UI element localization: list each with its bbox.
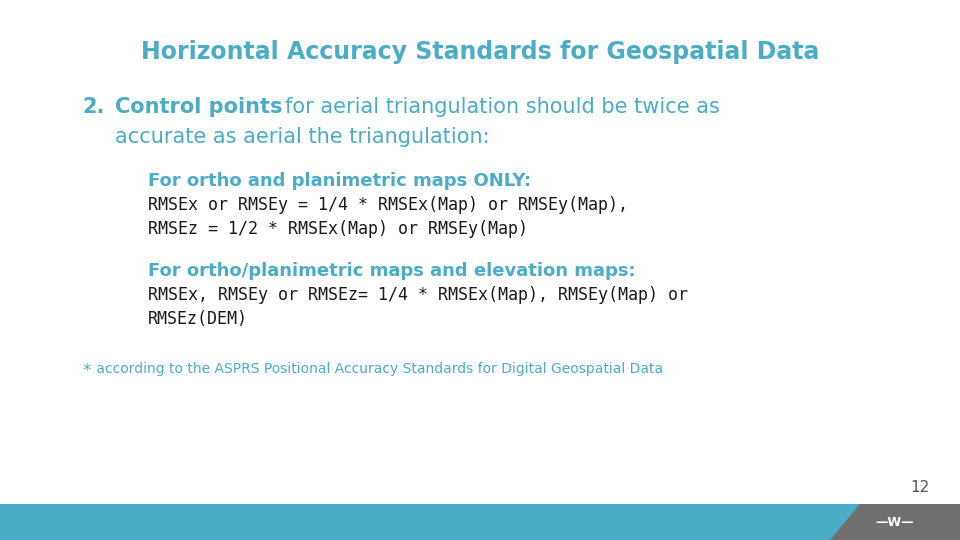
Polygon shape: [830, 504, 860, 540]
Text: *: *: [82, 362, 90, 380]
Text: RMSEx or RMSEy = 1/4 * RMSEx(Map) or RMSEy(Map),: RMSEx or RMSEy = 1/4 * RMSEx(Map) or RMS…: [148, 196, 628, 214]
Text: Control points: Control points: [115, 97, 282, 117]
Text: RMSEx, RMSEy or RMSEz= 1/4 * RMSEx(Map), RMSEy(Map) or: RMSEx, RMSEy or RMSEz= 1/4 * RMSEx(Map),…: [148, 286, 688, 304]
Text: for aerial triangulation should be twice as: for aerial triangulation should be twice…: [285, 97, 720, 117]
Text: accurate as aerial the triangulation:: accurate as aerial the triangulation:: [115, 127, 490, 147]
Bar: [0, 504, 960, 540]
Text: 2.: 2.: [82, 97, 105, 117]
Text: For ortho/planimetric maps and elevation maps:: For ortho/planimetric maps and elevation…: [148, 262, 636, 280]
Text: RMSEz(DEM): RMSEz(DEM): [148, 310, 248, 328]
Text: Horizontal Accuracy Standards for Geospatial Data: Horizontal Accuracy Standards for Geospa…: [141, 40, 819, 64]
Text: —W—: —W—: [876, 516, 914, 529]
Text: RMSEz = 1/2 * RMSEx(Map) or RMSEy(Map): RMSEz = 1/2 * RMSEx(Map) or RMSEy(Map): [148, 220, 528, 238]
Text: 12: 12: [911, 480, 930, 495]
Text: For ortho and planimetric maps ONLY:: For ortho and planimetric maps ONLY:: [148, 172, 531, 190]
Bar: [830, 504, 960, 540]
Text: according to the ASPRS Positional Accuracy Standards for Digital Geospatial Data: according to the ASPRS Positional Accura…: [92, 362, 663, 376]
